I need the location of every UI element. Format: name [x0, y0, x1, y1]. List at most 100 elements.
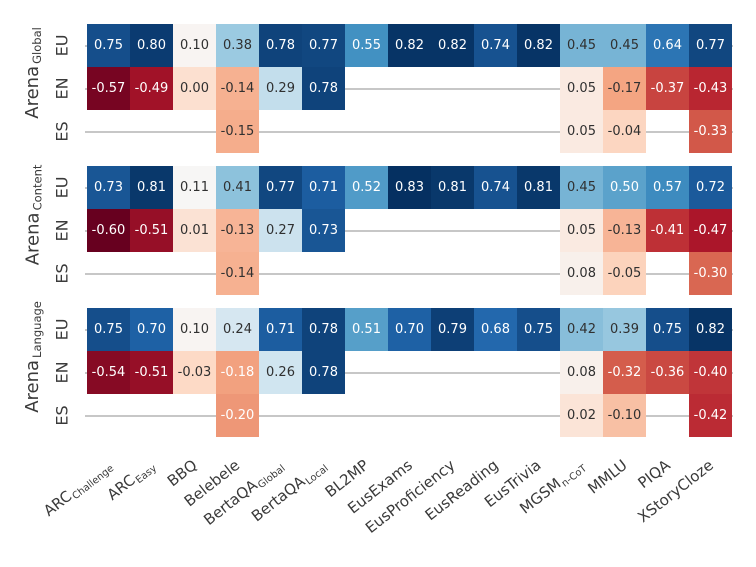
heatmap-cell: 0.50 [603, 166, 646, 209]
heatmap-cell: 0.27 [259, 209, 302, 252]
heatmap-cell: 0.83 [388, 166, 431, 209]
heatmap-cell: 0.82 [431, 24, 474, 67]
heatmap-cell: -0.04 [603, 110, 646, 153]
row-label-eu: EU [52, 34, 72, 57]
x-tick-label-subscript: Easy [133, 462, 159, 486]
heatmap-cell: 0.75 [646, 308, 689, 351]
row-label-en: EN [52, 361, 72, 384]
heatmap-cell: -0.15 [216, 110, 259, 153]
heatmap-cell: 0.73 [87, 166, 130, 209]
heatmap-cell: 0.71 [302, 166, 345, 209]
heatmap-cell: 0.10 [173, 308, 216, 351]
row-label-wrap: EU [46, 24, 78, 67]
heatmap-cell: 0.42 [560, 308, 603, 351]
heatmap-cell: 0.81 [517, 166, 560, 209]
group-title: ArenaLanguage [22, 301, 44, 413]
heatmap-cell: -0.14 [216, 67, 259, 110]
heatmap-cell: 0.74 [474, 166, 517, 209]
x-tick-label: ARCEasy [103, 456, 158, 505]
row-baseline [85, 87, 733, 90]
heatmap-cell: -0.57 [87, 67, 130, 110]
heatmap-cell: -0.49 [130, 67, 173, 110]
heatmap-cell: 0.57 [646, 166, 689, 209]
heatmap-cell: 0.05 [560, 209, 603, 252]
heatmap-cell: 0.80 [130, 24, 173, 67]
row-label-wrap: EN [46, 351, 78, 394]
heatmap-cell: -0.47 [689, 209, 732, 252]
heatmap-cell: 0.45 [560, 24, 603, 67]
heatmap-cell: 0.52 [345, 166, 388, 209]
heatmap-cell: 0.81 [431, 166, 474, 209]
row-baseline [85, 371, 733, 374]
heatmap-cell: 0.02 [560, 394, 603, 437]
group-title-subscript: Language [29, 300, 44, 358]
heatmap-cell: 0.78 [302, 308, 345, 351]
heatmap-cell: -0.32 [603, 351, 646, 394]
heatmap-cell: -0.42 [689, 394, 732, 437]
heatmap-cell: 0.82 [689, 308, 732, 351]
heatmap-cell: 0.01 [173, 209, 216, 252]
heatmap-cell: -0.41 [646, 209, 689, 252]
heatmap-cell: 0.45 [603, 24, 646, 67]
group-title-text: Arena [22, 65, 44, 119]
row-label-eu: EU [52, 318, 72, 341]
heatmap-cell: 0.82 [517, 24, 560, 67]
heatmap-cell: 0.05 [560, 67, 603, 110]
heatmap-cell: 0.29 [259, 67, 302, 110]
heatmap-cell: 0.38 [216, 24, 259, 67]
heatmap-cell: 0.39 [603, 308, 646, 351]
heatmap-cell: -0.18 [216, 351, 259, 394]
row-label-en: EN [52, 219, 72, 242]
heatmap-cell: 0.55 [345, 24, 388, 67]
heatmap-cell: 0.68 [474, 308, 517, 351]
heatmap-cell: -0.20 [216, 394, 259, 437]
heatmap-cell: 0.10 [173, 24, 216, 67]
heatmap-cell: 0.75 [517, 308, 560, 351]
heatmap-cell: 0.45 [560, 166, 603, 209]
group-title: ArenaGlobal [22, 27, 44, 119]
heatmap-cell: -0.54 [87, 351, 130, 394]
heatmap-cell: -0.13 [603, 209, 646, 252]
heatmap-cell: -0.10 [603, 394, 646, 437]
heatmap-cell: -0.51 [130, 209, 173, 252]
heatmap-cell: -0.43 [689, 67, 732, 110]
row-label-es: ES [52, 121, 72, 142]
x-tick-label-subscript: n-CoT [559, 462, 589, 490]
heatmap-cell: -0.13 [216, 209, 259, 252]
heatmap-cell: 0.11 [173, 166, 216, 209]
row-label-wrap: EN [46, 67, 78, 110]
row-label-wrap: EU [46, 308, 78, 351]
heatmap-cell: 0.81 [130, 166, 173, 209]
heatmap-cell: 0.41 [216, 166, 259, 209]
row-label-es: ES [52, 263, 72, 284]
heatmap-cell: -0.03 [173, 351, 216, 394]
heatmap-cell: -0.17 [603, 67, 646, 110]
heatmap-cell: 0.72 [689, 166, 732, 209]
heatmap-cell: 0.79 [431, 308, 474, 351]
group-title: ArenaContent [22, 164, 44, 265]
row-label-eu: EU [52, 176, 72, 199]
row-label-wrap: ES [46, 394, 78, 437]
heatmap-cell: 0.78 [302, 67, 345, 110]
heatmap-cell: 0.70 [388, 308, 431, 351]
row-label-wrap: ES [46, 110, 78, 153]
heatmap-cell: 0.05 [560, 110, 603, 153]
row-baseline [85, 272, 733, 275]
group-title-subscript: Content [29, 164, 44, 210]
row-label-wrap: ES [46, 252, 78, 295]
row-baseline [85, 229, 733, 232]
heatmap-cell: 0.73 [302, 209, 345, 252]
heatmap-cell: -0.40 [689, 351, 732, 394]
x-tick-label-text: ARC [39, 487, 75, 520]
x-tick-label-text: MMLU [584, 456, 631, 498]
row-baseline [85, 414, 733, 417]
heatmap-cell: -0.30 [689, 252, 732, 295]
heatmap-cell: -0.14 [216, 252, 259, 295]
heatmap-cell: 0.08 [560, 351, 603, 394]
group-title-text: Arena [22, 211, 44, 265]
x-tick-label: MMLU [584, 456, 630, 498]
group-title-text: Arena [22, 359, 44, 413]
row-label-wrap: EU [46, 166, 78, 209]
heatmap-cell: 0.64 [646, 24, 689, 67]
